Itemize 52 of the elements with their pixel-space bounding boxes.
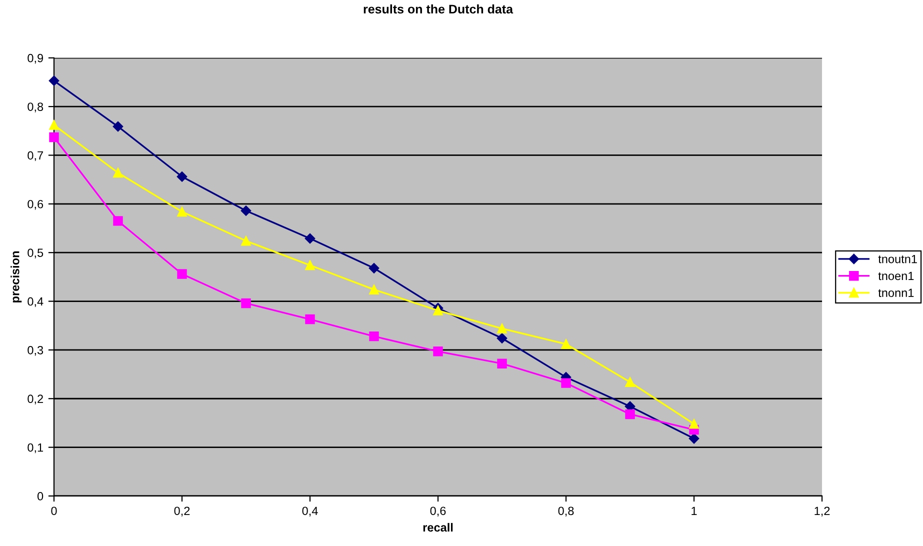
legend-label: tnoen1 [878,272,914,280]
point [241,236,251,246]
legend-label: tnonn1 [878,288,914,298]
x-tick-label: 0 [51,506,57,516]
y-axis-title: precision [10,251,22,302]
point [177,206,187,217]
y-tick-label: 0,8 [28,102,44,112]
y-tick-label: 0,3 [28,346,44,356]
point [689,419,699,429]
point [625,409,635,420]
point [433,346,443,356]
point [496,333,508,344]
y-tick-label: 0,1 [28,443,44,454]
x-axis-title: recall [423,522,453,532]
point [304,233,316,244]
point [688,433,700,444]
y-tick-label: 0,4 [28,297,44,308]
point [49,132,59,142]
y-tick-label: 0,2 [28,394,43,404]
point [113,168,123,178]
x-tick-label: 0,4 [302,506,318,516]
point [305,260,315,270]
legend-label: tnoutn1 [878,254,917,264]
y-tick-label: 0 [37,492,44,500]
point [561,378,571,388]
point [368,263,380,274]
y-tick-label: 0,5 [28,248,44,258]
point [497,324,507,334]
point [240,206,252,216]
point [433,306,443,316]
x-tick-label: 1,2 [814,506,830,516]
point [497,358,507,368]
point [112,121,124,132]
point [305,314,315,324]
x-tick-label: 0,6 [430,506,446,516]
point [177,269,187,279]
point [241,298,251,308]
chart-title: results on the Dutch data [364,4,514,14]
y-tick-label: 0,6 [28,200,44,210]
point [176,172,188,182]
point [625,377,635,387]
point [369,331,379,342]
point [49,120,59,130]
y-tick-label: 0,7 [28,151,43,162]
point [48,76,60,86]
point [369,284,379,294]
point [561,339,571,349]
x-tick-label: 0,2 [174,506,190,516]
y-tick-label: 0,9 [28,54,44,64]
x-tick-label: 1 [692,506,697,515]
point [113,216,123,226]
x-tick-label: 0,8 [558,506,574,516]
